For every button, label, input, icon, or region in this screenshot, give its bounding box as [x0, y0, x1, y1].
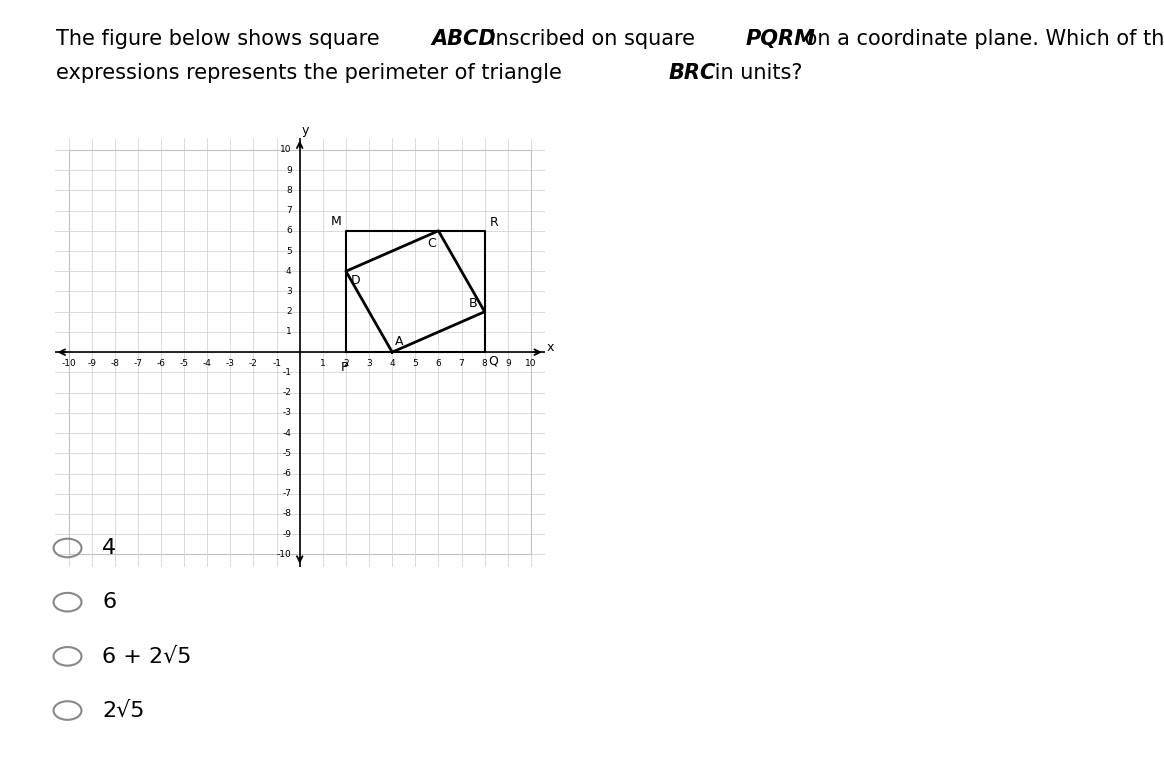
Text: 3: 3 — [367, 359, 372, 368]
Text: 8: 8 — [482, 359, 488, 368]
Text: Q: Q — [488, 354, 498, 367]
Text: -6: -6 — [156, 359, 165, 368]
Text: x: x — [547, 341, 554, 354]
Text: y: y — [301, 124, 310, 137]
Text: -9: -9 — [283, 529, 292, 539]
Text: 9: 9 — [286, 166, 292, 175]
Text: The figure below shows square: The figure below shows square — [56, 29, 386, 50]
Text: 2: 2 — [286, 307, 292, 317]
Text: -4: -4 — [283, 429, 292, 437]
Text: ABCD: ABCD — [431, 29, 496, 50]
Text: inscribed on square: inscribed on square — [483, 29, 702, 50]
Text: on a coordinate plane. Which of the following: on a coordinate plane. Which of the foll… — [799, 29, 1164, 50]
Text: M: M — [331, 214, 341, 228]
Text: 2: 2 — [343, 359, 349, 368]
Text: -10: -10 — [277, 550, 292, 559]
Text: 2√5: 2√5 — [102, 700, 146, 721]
Text: -1: -1 — [283, 368, 292, 377]
Text: B: B — [469, 296, 477, 310]
Text: 6 + 2√5: 6 + 2√5 — [102, 646, 192, 666]
Text: 4: 4 — [390, 359, 395, 368]
Text: 10: 10 — [525, 359, 537, 368]
Text: A: A — [395, 335, 403, 348]
Text: 4: 4 — [286, 267, 292, 276]
Text: C: C — [427, 237, 436, 250]
Text: in units?: in units? — [708, 63, 802, 84]
Text: D: D — [350, 274, 360, 287]
Text: P: P — [341, 361, 348, 375]
Text: 5: 5 — [286, 247, 292, 255]
Text: -3: -3 — [226, 359, 235, 368]
Text: BRC: BRC — [668, 63, 716, 84]
Text: 7: 7 — [286, 206, 292, 215]
Text: PQRM: PQRM — [746, 29, 816, 50]
Text: R: R — [489, 216, 498, 229]
Text: -10: -10 — [62, 359, 76, 368]
Text: 7: 7 — [459, 359, 464, 368]
Text: -7: -7 — [283, 489, 292, 498]
Text: 5: 5 — [412, 359, 418, 368]
Text: expressions represents the perimeter of triangle: expressions represents the perimeter of … — [56, 63, 568, 84]
Text: 6: 6 — [435, 359, 441, 368]
Text: -1: -1 — [272, 359, 282, 368]
Text: -8: -8 — [283, 509, 292, 519]
Text: 6: 6 — [286, 226, 292, 235]
Text: -9: -9 — [87, 359, 97, 368]
Text: -8: -8 — [111, 359, 119, 368]
Text: -6: -6 — [283, 469, 292, 478]
Text: 9: 9 — [505, 359, 511, 368]
Text: 3: 3 — [286, 287, 292, 296]
Text: 1: 1 — [320, 359, 326, 368]
Text: 8: 8 — [286, 186, 292, 195]
Text: 6: 6 — [102, 592, 116, 612]
Text: -7: -7 — [134, 359, 142, 368]
Text: -3: -3 — [283, 409, 292, 417]
Text: 10: 10 — [281, 146, 292, 154]
Text: 4: 4 — [102, 538, 116, 558]
Text: -5: -5 — [283, 449, 292, 457]
Text: -5: -5 — [179, 359, 189, 368]
Text: 1: 1 — [286, 327, 292, 337]
Text: -4: -4 — [203, 359, 212, 368]
Text: -2: -2 — [283, 388, 292, 397]
Text: -2: -2 — [249, 359, 258, 368]
